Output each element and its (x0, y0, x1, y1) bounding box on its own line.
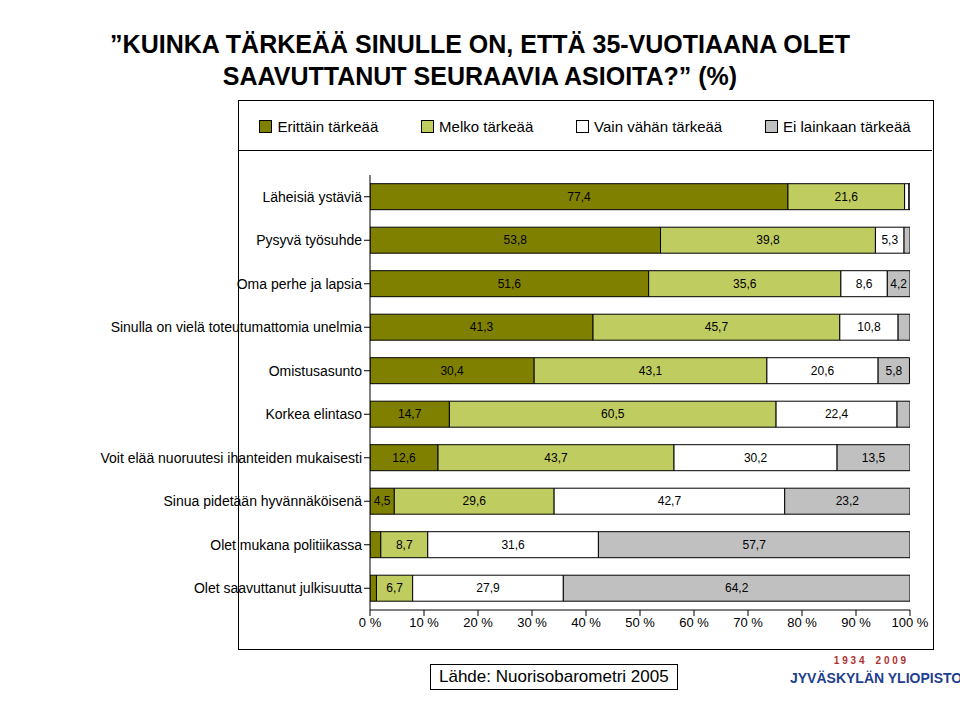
svg-text:8,7: 8,7 (396, 538, 413, 552)
html-text:Ei lainkaan tärkeää: Ei lainkaan tärkeää (783, 118, 911, 135)
svg-text:4,5: 4,5 (374, 494, 391, 508)
svg-text:60,5: 60,5 (601, 407, 625, 421)
svg-text:45,7: 45,7 (705, 320, 729, 334)
svg-text:8,6: 8,6 (856, 277, 873, 291)
svg-text:51,6: 51,6 (498, 277, 522, 291)
svg-text:30,4: 30,4 (440, 364, 464, 378)
svg-text:60 %: 60 % (679, 615, 709, 630)
html-text:Erittäin tärkeää: Erittäin tärkeää (277, 118, 379, 135)
svg-text:41,3: 41,3 (470, 320, 494, 334)
svg-text:40 %: 40 % (571, 615, 601, 630)
svg-text:Olet saavuttanut julkisuutta: Olet saavuttanut julkisuutta (194, 580, 362, 596)
svg-text:21,6: 21,6 (835, 190, 859, 204)
svg-text:39,8: 39,8 (756, 233, 780, 247)
html-text:1 9 3 4 2 0 0 9: 1 9 3 4 2 0 0 9 (833, 655, 907, 666)
svg-text:30,2: 30,2 (744, 451, 768, 465)
svg-text:50 %: 50 % (625, 615, 655, 630)
svg-text:42,7: 42,7 (658, 494, 682, 508)
svg-text:90 %: 90 % (841, 615, 871, 630)
svg-text:13,5: 13,5 (862, 451, 886, 465)
svg-text:77,4: 77,4 (567, 190, 591, 204)
html-text:Melko tärkeää: Melko tärkeää (439, 118, 534, 135)
svg-text:20 %: 20 % (463, 615, 493, 630)
html-text:Lähde: Nuorisobarometri 2005: Lähde: Nuorisobarometri 2005 (439, 667, 669, 686)
svg-text:70 %: 70 % (733, 615, 763, 630)
svg-text:10,8: 10,8 (857, 320, 881, 334)
svg-text:29,6: 29,6 (463, 494, 487, 508)
svg-text:64,2: 64,2 (725, 581, 749, 595)
svg-text:27,9: 27,9 (476, 581, 500, 595)
svg-text:Sinua pidetään hyvännäköisenä: Sinua pidetään hyvännäköisenä (164, 493, 363, 509)
svg-text:31,6: 31,6 (501, 538, 525, 552)
svg-text:57,7: 57,7 (743, 538, 767, 552)
svg-text:43,7: 43,7 (544, 451, 568, 465)
svg-text:100 %: 100 % (892, 615, 929, 630)
svg-text:43,1: 43,1 (639, 364, 663, 378)
html-text:Vain vähän tärkeää: Vain vähän tärkeää (594, 118, 723, 135)
svg-text:Sinulla on vielä toteutumattom: Sinulla on vielä toteutumattomia unelmia (111, 319, 363, 335)
svg-text:30 %: 30 % (517, 615, 547, 630)
svg-text:4,2: 4,2 (890, 277, 907, 291)
svg-text:Pysyvä työsuhde: Pysyvä työsuhde (256, 232, 362, 248)
svg-text:80 %: 80 % (787, 615, 817, 630)
html-text:”KUINKA TÄRKEÄÄ SINULLE ON, ET: ”KUINKA TÄRKEÄÄ SINULLE ON, ETTÄ 35-VUOT… (110, 30, 850, 90)
svg-text:22,4: 22,4 (825, 407, 849, 421)
svg-text:12,6: 12,6 (392, 451, 416, 465)
svg-text:14,7: 14,7 (398, 407, 422, 421)
svg-text:Olet mukana politiikassa: Olet mukana politiikassa (210, 537, 362, 553)
svg-text:6,7: 6,7 (386, 581, 403, 595)
svg-text:23,2: 23,2 (836, 494, 860, 508)
svg-text:5,3: 5,3 (881, 233, 898, 247)
svg-text:5,8: 5,8 (885, 364, 902, 378)
svg-text:Läheisiä ystäviä: Läheisiä ystäviä (262, 189, 362, 205)
svg-text:Voit elää nuoruutesi ihanteide: Voit elää nuoruutesi ihanteiden mukaises… (100, 450, 362, 466)
svg-text:35,6: 35,6 (733, 277, 757, 291)
svg-text:20,6: 20,6 (811, 364, 835, 378)
svg-text:0 %: 0 % (359, 615, 382, 630)
svg-text:Korkea elintaso: Korkea elintaso (265, 406, 362, 422)
svg-text:10 %: 10 % (409, 615, 439, 630)
svg-text:Oma perhe ja lapsia: Oma perhe ja lapsia (237, 276, 363, 292)
svg-text:Omistusasunto: Omistusasunto (269, 363, 363, 379)
svg-text:53,8: 53,8 (504, 233, 528, 247)
